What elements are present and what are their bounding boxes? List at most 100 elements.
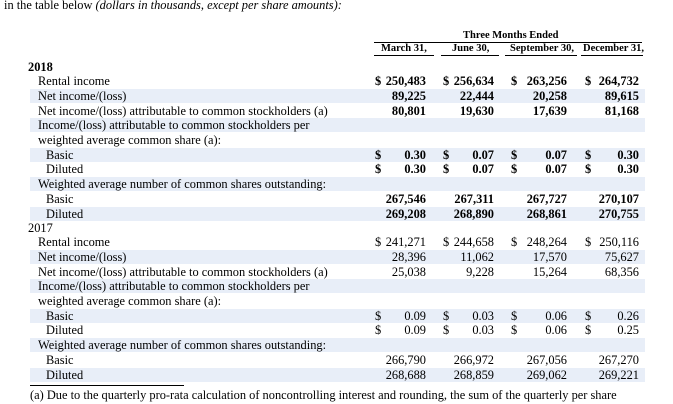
table-cell: 268,688 xyxy=(385,367,426,382)
table-row: Basic $0.30 $0.07 $0.07 $0.30 xyxy=(30,147,645,162)
table-cell: 22,444 xyxy=(459,88,494,103)
row-label: Net income/(loss) xyxy=(38,88,127,103)
table-cell: 268,890 xyxy=(453,206,494,221)
header-group-label: Three Months Ended xyxy=(463,30,559,41)
year-label: 2017 xyxy=(28,220,53,235)
table-row: Diluted $0.30 $0.07 $0.07 $0.30 xyxy=(30,162,645,176)
table-cell: 9,228 xyxy=(466,264,494,279)
table-cell: 0.09 xyxy=(404,308,426,323)
table-row: Rental income $241,271 $244,658 $248,264 $25… xyxy=(30,235,645,249)
table-cell: 269,221 xyxy=(598,367,639,382)
currency-symbol: $ xyxy=(511,235,518,250)
table-cell: 256,634 xyxy=(453,74,494,89)
header-col-q1: March 31, xyxy=(381,43,427,54)
footnote: (a) Due to the quarterly pro-rata calcul… xyxy=(30,388,617,402)
intro-units: (dollars in thousands, except per share … xyxy=(95,0,342,12)
table-cell: 0.26 xyxy=(617,308,639,323)
table-cell: 266,972 xyxy=(453,352,494,367)
row-label: Net income/(loss) attributable to common… xyxy=(38,103,328,118)
table-cell: 0.06 xyxy=(545,323,567,338)
table-cell: 267,727 xyxy=(526,191,567,206)
header-rule-q2 xyxy=(441,55,499,56)
table-row: Basic $0.09 $0.03 $0.06 $0.26 xyxy=(30,308,645,323)
table-row: Net income/(loss) 28,396 11,062 17,570 75,62… xyxy=(30,249,645,264)
currency-symbol: $ xyxy=(511,74,518,89)
section-heading: weighted average common share (a): xyxy=(38,133,222,147)
header-col-q4: December 31, xyxy=(583,43,645,54)
currency-symbol: $ xyxy=(511,147,518,162)
table-row: Diluted 268,688 268,859 269,062 269,221 xyxy=(30,367,645,382)
currency-symbol: $ xyxy=(511,323,518,338)
row-label: Diluted xyxy=(46,323,84,338)
table-row: weighted average common share (a): xyxy=(30,133,645,147)
currency-symbol: $ xyxy=(511,162,518,177)
table-cell: 17,570 xyxy=(532,249,567,264)
table-cell: 241,271 xyxy=(385,235,426,250)
currency-symbol: $ xyxy=(443,162,450,177)
table-cell: 244,658 xyxy=(453,235,494,250)
table-cell: 267,270 xyxy=(598,352,639,367)
currency-symbol: $ xyxy=(585,147,592,162)
table-cell: 270,755 xyxy=(598,206,639,221)
section-heading: Weighted average number of common shares… xyxy=(38,338,327,353)
table-cell: 268,859 xyxy=(453,367,494,382)
section-heading: Income/(loss) attributable to common sto… xyxy=(38,279,310,294)
intro-text: in the table below (dollars in thousands… xyxy=(4,0,342,13)
currency-symbol: $ xyxy=(443,147,450,162)
table-cell: 267,546 xyxy=(385,191,426,206)
table-cell: 263,256 xyxy=(526,74,567,89)
row-label: Net income/(loss) attributable to common… xyxy=(38,264,328,279)
row-label: Basic xyxy=(46,308,74,323)
row-label: Rental income xyxy=(38,74,110,89)
section-heading: weighted average common share (a): xyxy=(38,294,222,308)
currency-symbol: $ xyxy=(585,74,592,89)
table-cell: 0.07 xyxy=(545,162,567,177)
row-label: Basic xyxy=(46,352,74,367)
table-row: Basic 267,546 267,311 267,727 270,107 xyxy=(30,192,645,206)
section-heading: Weighted average number of common shares… xyxy=(38,177,327,192)
table-row: 2017 xyxy=(28,220,645,235)
table-cell: 17,639 xyxy=(532,103,567,118)
table-cell: 0.06 xyxy=(545,308,567,323)
table-cell: 248,264 xyxy=(526,235,567,250)
table-row: Diluted $0.09 $0.03 $0.06 $0.25 xyxy=(30,323,645,337)
year-label: 2018 xyxy=(28,59,53,74)
table-cell: 250,483 xyxy=(385,74,426,89)
table-row: Diluted 269,208 268,890 268,861 270,755 xyxy=(30,206,645,221)
table-cell: 250,116 xyxy=(599,235,639,250)
table-cell: 270,107 xyxy=(598,191,639,206)
table-row: Rental income $250,483 $256,634 $263,256 $26… xyxy=(30,74,645,88)
row-label: Basic xyxy=(46,191,74,206)
currency-symbol: $ xyxy=(375,308,382,323)
table-cell: 11,062 xyxy=(460,249,494,264)
header-group-rule xyxy=(374,42,642,43)
table-cell: 268,861 xyxy=(526,206,567,221)
table-cell: 264,732 xyxy=(598,74,639,89)
currency-symbol: $ xyxy=(375,147,382,162)
table-cell: 0.30 xyxy=(617,147,639,162)
table-row: weighted average common share (a): xyxy=(30,294,645,308)
header-col-q2: June 30, xyxy=(452,43,490,54)
table-cell: 75,627 xyxy=(604,249,639,264)
table-row: Net income/(loss) attributable to common… xyxy=(30,265,645,279)
table-cell: 81,168 xyxy=(604,103,639,118)
currency-symbol: $ xyxy=(585,162,592,177)
row-label: Diluted xyxy=(46,206,84,221)
currency-symbol: $ xyxy=(511,308,518,323)
table-cell: 0.30 xyxy=(617,162,639,177)
table-cell: 0.07 xyxy=(545,147,567,162)
table-cell: 269,062 xyxy=(526,367,567,382)
row-label: Diluted xyxy=(46,367,84,382)
header-rule-q3 xyxy=(505,55,577,56)
currency-symbol: $ xyxy=(375,323,382,338)
table-cell: 0.07 xyxy=(472,147,494,162)
currency-symbol: $ xyxy=(585,308,592,323)
table-cell: 0.09 xyxy=(404,323,426,338)
table-cell: 68,356 xyxy=(604,264,639,279)
header-rule-q1 xyxy=(374,55,434,56)
table-cell: 0.07 xyxy=(472,162,494,177)
header-rule-q4 xyxy=(581,55,643,56)
table-cell: 0.25 xyxy=(617,323,639,338)
table-cell: 19,630 xyxy=(459,103,494,118)
table-row: Weighted average number of common shares… xyxy=(30,177,645,192)
